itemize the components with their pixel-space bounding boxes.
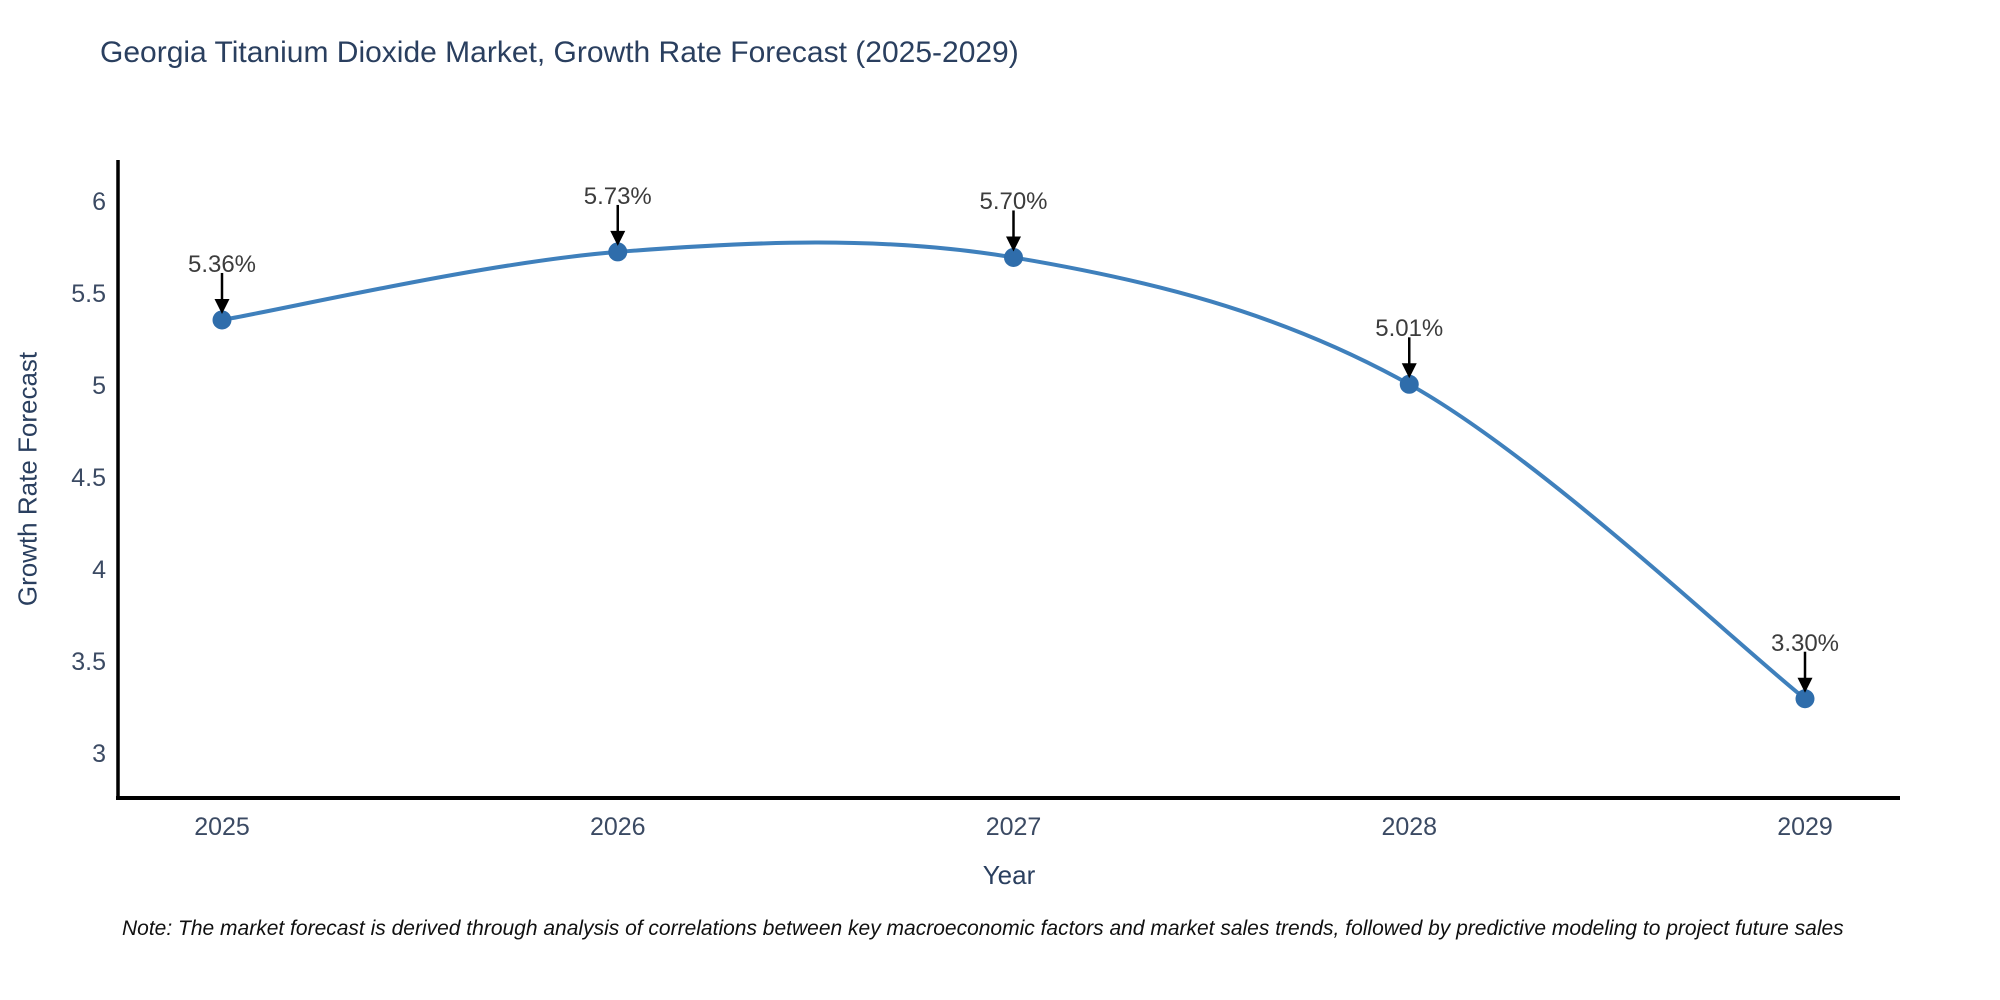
data-point-marker	[1795, 689, 1815, 709]
data-point-label: 5.70%	[979, 188, 1048, 216]
annotation-arrow-head	[610, 230, 626, 246]
data-point-label: 5.73%	[583, 182, 652, 210]
annotation-arrow-head	[214, 298, 230, 314]
y-tick-label: 4.5	[71, 464, 106, 493]
y-tick-label: 3	[92, 739, 106, 768]
x-tick-label: 2028	[1381, 813, 1438, 841]
y-tick-label: 5	[92, 372, 106, 401]
x-tick-label: 2026	[589, 813, 646, 841]
data-point-label: 3.30%	[1770, 629, 1840, 657]
data-point-marker	[1004, 247, 1023, 267]
x-tick-label: 2027	[985, 813, 1042, 841]
data-point-marker	[212, 310, 232, 330]
y-tick-label: 3.5	[71, 647, 106, 676]
y-tick-label: 4	[92, 556, 106, 584]
data-point-marker	[1399, 374, 1419, 394]
annotation-arrow-head	[1401, 363, 1417, 379]
annotation-arrow-head	[1797, 677, 1813, 693]
chart-title: Georgia Titanium Dioxide Market, Growth …	[100, 36, 1019, 69]
forecast-line	[221, 240, 1807, 701]
data-point-label: 5.01%	[1375, 315, 1444, 343]
data-point-marker	[608, 242, 628, 262]
x-axis-title: Year	[982, 860, 1036, 890]
x-tick-label: 2025	[194, 813, 250, 841]
footnote: Note: The market forecast is derived thr…	[122, 917, 1844, 940]
y-tick-label: 5.5	[71, 280, 106, 309]
y-tick-label: 6	[92, 188, 106, 217]
data-point-label: 5.36%	[187, 250, 257, 278]
x-tick-label: 2029	[1777, 813, 1833, 841]
annotation-arrow-head	[1006, 236, 1021, 252]
